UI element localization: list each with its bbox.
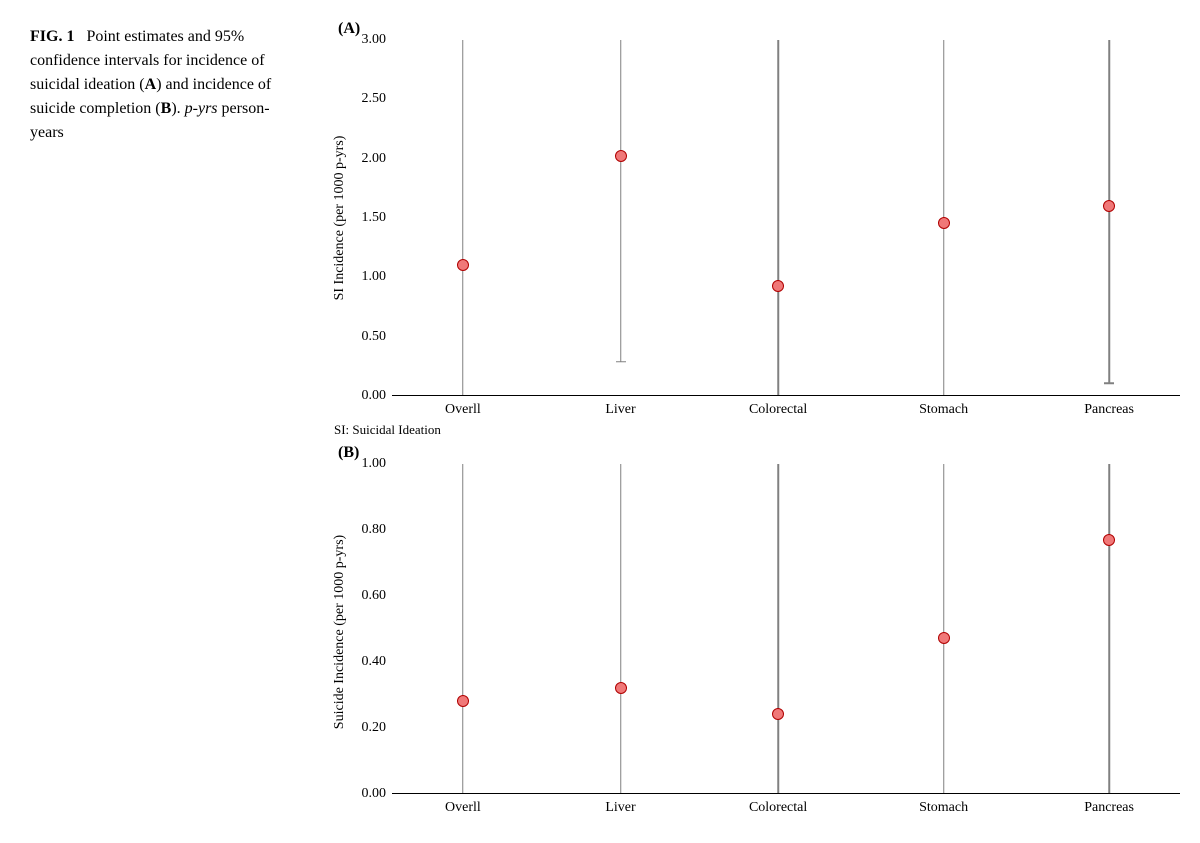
ytick-label: 0.20: [362, 720, 387, 736]
ytick-label: 1.00: [362, 269, 387, 285]
panel-b-letter: (B): [338, 444, 359, 462]
panel-b-header: (B): [330, 444, 1180, 464]
panel-a-plot-row: SI Incidence (per 1000 p-yrs) 0.000.501.…: [330, 40, 1180, 396]
point-marker: [938, 632, 950, 644]
point-marker: [1103, 200, 1115, 212]
ytick-label: 1.50: [362, 210, 387, 226]
ytick-label: 0.80: [362, 522, 387, 538]
panel-a-xlabel-row: Overll Liver Colorectal Stomach Pancreas: [330, 396, 1180, 420]
panel-a-ylabel-wrap: SI Incidence (per 1000 p-yrs): [330, 40, 352, 396]
caption-paragraph: FIG. 1 Point estimates and 95% confidenc…: [30, 25, 300, 145]
point-marker: [457, 259, 469, 271]
xtick-label: Overll: [445, 800, 481, 816]
xtick-label: Overll: [445, 402, 481, 418]
figure-caption: FIG. 1 Point estimates and 95% confidenc…: [30, 20, 330, 823]
point-marker: [1103, 534, 1115, 546]
ci-cap-lower: [1104, 382, 1114, 384]
panel-b-ytick-col: 0.000.200.400.600.801.00: [352, 464, 392, 794]
ci-line: [943, 464, 945, 793]
ytick-label: 2.00: [362, 151, 387, 167]
xtick-label: Stomach: [919, 800, 968, 816]
xtick-label: Colorectal: [749, 800, 807, 816]
point-marker: [772, 708, 784, 720]
panel-a-ylabel: SI Incidence (per 1000 p-yrs): [332, 118, 348, 318]
panel-a-xlabels: Overll Liver Colorectal Stomach Pancreas: [392, 396, 1180, 420]
panel-b-ylabel-wrap: Suicide Incidence (per 1000 p-yrs): [330, 464, 352, 794]
panel-a-footnote: SI: Suicidal Ideation: [334, 422, 1180, 438]
ytick-label: 0.60: [362, 588, 387, 604]
charts-column: (A) SI Incidence (per 1000 p-yrs) 0.000.…: [330, 20, 1180, 823]
fig-label: FIG. 1: [30, 28, 74, 45]
xtick-label: Pancreas: [1084, 402, 1134, 418]
ytick-label: 0.50: [362, 329, 387, 345]
panel-a-letter: (A): [338, 20, 360, 38]
panel-a-plot-area: [392, 40, 1180, 396]
xtick-label: Colorectal: [749, 402, 807, 418]
panel-a-header: (A): [330, 20, 1180, 40]
panel-b-plot-area: [392, 464, 1180, 794]
ci-line: [777, 40, 779, 395]
point-marker: [772, 280, 784, 292]
ytick-label: 3.00: [362, 32, 387, 48]
ytick-label: 1.00: [362, 456, 387, 472]
caption-italic: p-yrs: [185, 100, 218, 117]
panel-b-xlabel-row: Overll Liver Colorectal Stomach Pancreas: [330, 794, 1180, 818]
ci-line: [620, 464, 622, 793]
point-marker: [938, 217, 950, 229]
xtick-label: Stomach: [919, 402, 968, 418]
panel-b-ylabel: Suicide Incidence (per 1000 p-yrs): [332, 532, 348, 732]
panel-a: (A) SI Incidence (per 1000 p-yrs) 0.000.…: [330, 20, 1180, 438]
panel-a-ytick-col: 0.000.501.001.502.002.503.00: [352, 40, 392, 396]
xtick-label: Liver: [605, 800, 635, 816]
caption-A: A: [145, 76, 157, 93]
caption-part3: ).: [171, 100, 184, 117]
point-marker: [615, 682, 627, 694]
xtick-label: Liver: [605, 402, 635, 418]
ci-line: [1108, 464, 1110, 793]
point-marker: [615, 150, 627, 162]
panel-b-plot-row: Suicide Incidence (per 1000 p-yrs) 0.000…: [330, 464, 1180, 794]
ci-line: [620, 40, 622, 362]
ytick-label: 2.50: [362, 91, 387, 107]
ci-line: [462, 40, 464, 395]
caption-B: B: [161, 100, 172, 117]
ci-line: [777, 464, 779, 793]
panel-b-xlabels: Overll Liver Colorectal Stomach Pancreas: [392, 794, 1180, 818]
ci-cap-lower: [616, 361, 626, 363]
xtick-label: Pancreas: [1084, 800, 1134, 816]
ytick-label: 0.40: [362, 654, 387, 670]
ci-line: [462, 464, 464, 793]
point-marker: [457, 695, 469, 707]
panel-b: (B) Suicide Incidence (per 1000 p-yrs) 0…: [330, 444, 1180, 818]
